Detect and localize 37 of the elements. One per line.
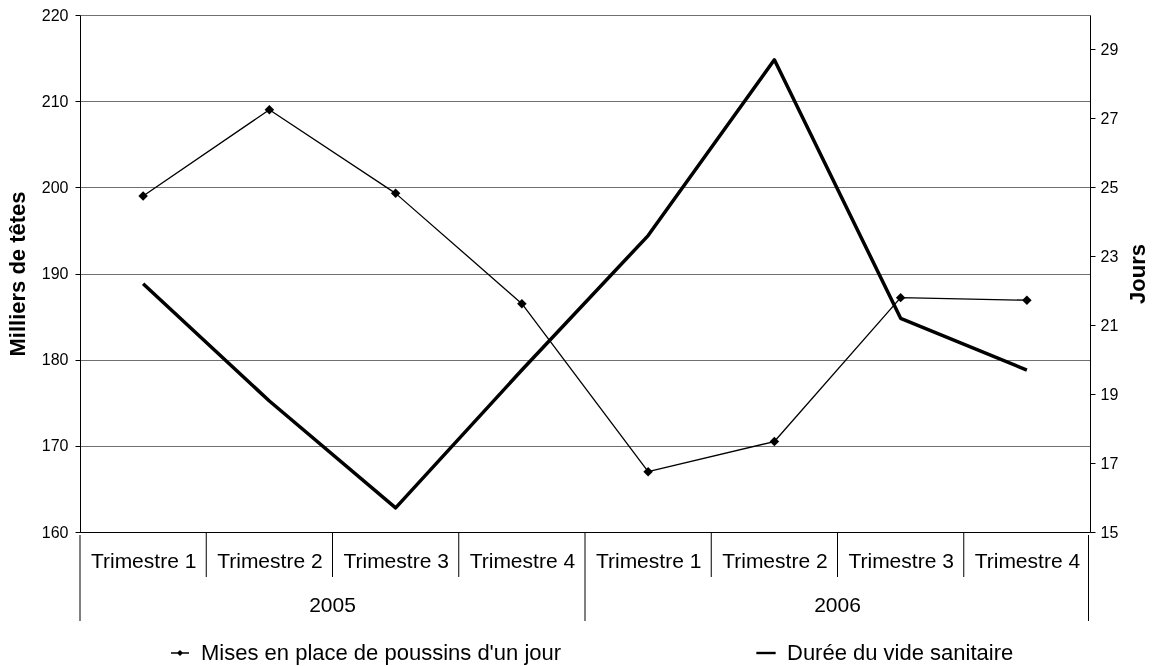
x-tick-label: Trimestre 4	[974, 548, 1081, 572]
y-axis-title: Milliers de têtes	[4, 191, 30, 357]
legend-label: Durée du vide sanitaire	[787, 640, 1014, 665]
legend-label: Mises en place de poussins d'un jour	[201, 640, 562, 665]
point	[643, 466, 653, 477]
point	[517, 298, 527, 309]
point	[895, 292, 906, 303]
y-tick-label: 160	[41, 523, 69, 541]
point	[769, 436, 780, 447]
y2-tick-label: 17	[1100, 454, 1119, 472]
line-series	[141, 58, 1029, 510]
point	[390, 188, 401, 199]
y-tick-label: 210	[41, 92, 69, 110]
point	[1022, 295, 1032, 305]
x-tick-label: Trimestre 1	[595, 548, 702, 572]
x-tick-label: Trimestre 2	[722, 548, 828, 572]
y-tick-label: 200	[41, 178, 69, 196]
y2-tick-label: 23	[1100, 247, 1119, 265]
x-tick-label: Trimestre 4	[469, 548, 576, 572]
text: 2006	[814, 593, 861, 616]
y-tick-label: 180	[41, 351, 69, 369]
text: 2005	[309, 593, 356, 616]
point	[264, 105, 275, 115]
y2-tick-label: 19	[1100, 385, 1119, 403]
y2-tick-label: 27	[1100, 109, 1119, 127]
x-tick-label: Trimestre 3	[343, 548, 449, 572]
x-tick-label: Trimestre 1	[90, 548, 197, 572]
y2-tick-label: 21	[1100, 316, 1119, 334]
y-tick-label: 220	[41, 6, 69, 24]
y-tick-label: 190	[41, 265, 69, 282]
y2-tick-label: 15	[1100, 523, 1119, 541]
x-tick-label: Trimestre 3	[848, 548, 954, 572]
y2-tick-label: 25	[1100, 178, 1119, 196]
y2-axis-title: Jours	[1124, 244, 1150, 304]
y-tick-label: 170	[41, 437, 69, 455]
y2-tick-label: 29	[1100, 40, 1119, 58]
x-tick-label: Trimestre 2	[217, 548, 323, 572]
